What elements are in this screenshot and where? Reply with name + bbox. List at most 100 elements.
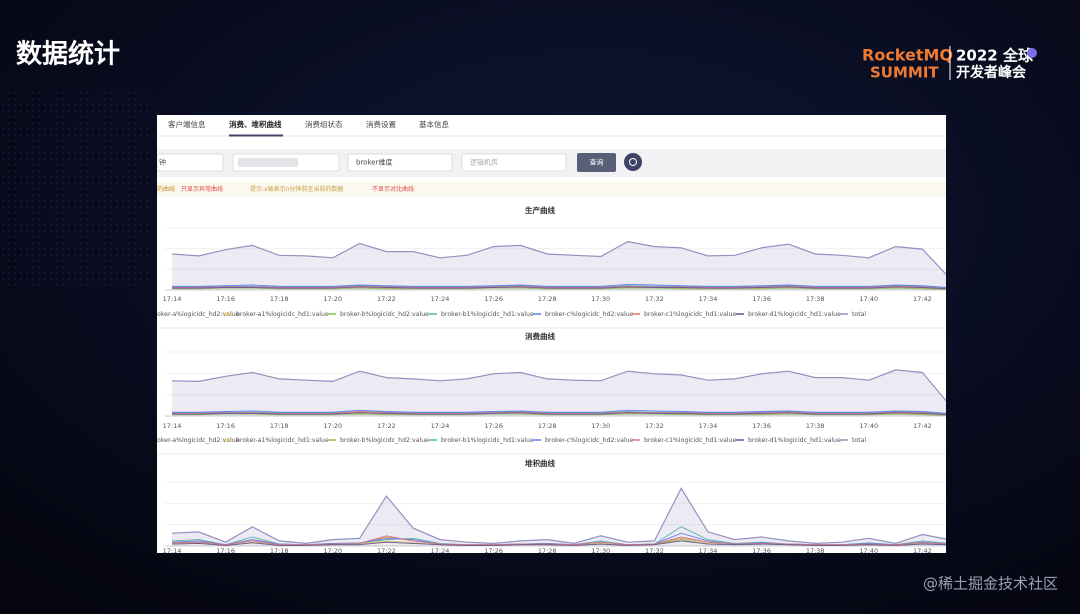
total-area bbox=[172, 488, 946, 546]
legend-label[interactable]: broker-d1%logicidc_hd1:value bbox=[748, 437, 841, 444]
x-tick-label: 17:36 bbox=[752, 295, 771, 303]
x-tick-label: 17:42 bbox=[913, 422, 932, 430]
x-tick-label: 17:32 bbox=[645, 295, 664, 303]
legend-label[interactable]: broker-b%logicidc_hd2:value bbox=[340, 437, 429, 444]
x-tick-label: 17:42 bbox=[913, 295, 932, 303]
x-tick-label: 17:16 bbox=[216, 547, 235, 555]
series-line bbox=[171, 535, 946, 546]
notice-text: 只显示异常曲线 bbox=[181, 185, 223, 193]
x-tick-label: 17:36 bbox=[752, 422, 771, 430]
x-tick-label: 17:18 bbox=[270, 547, 289, 555]
x-tick-label: 17:26 bbox=[484, 547, 503, 555]
logo-sub: 开发者峰会 bbox=[956, 64, 1027, 81]
query-button[interactable] bbox=[577, 153, 616, 172]
legend-label[interactable]: oker-a%logicidc_hd2:value bbox=[157, 437, 240, 444]
series-line bbox=[171, 240, 946, 276]
x-tick-label: 17:34 bbox=[699, 547, 718, 555]
x-tick-label: 17:22 bbox=[377, 295, 396, 303]
x-tick-label: 17:28 bbox=[538, 547, 557, 555]
series-line bbox=[172, 283, 946, 288]
x-tick-label: 17:30 bbox=[591, 422, 610, 430]
slide-title: 数据统计 bbox=[16, 39, 120, 70]
series-line bbox=[171, 540, 946, 546]
dot-pattern bbox=[0, 90, 150, 290]
chart-title: 堆积曲线 bbox=[525, 458, 555, 468]
refresh-button[interactable] bbox=[624, 153, 642, 171]
chart-title: 生产曲线 bbox=[525, 205, 555, 215]
legend-label[interactable]: broker-b1%logicidc_hd1:value bbox=[441, 311, 534, 318]
x-tick-label: 17:38 bbox=[806, 295, 825, 303]
room-select[interactable] bbox=[461, 153, 567, 172]
series-line bbox=[172, 412, 946, 415]
series-line bbox=[172, 287, 946, 290]
x-tick-label: 17:28 bbox=[538, 422, 557, 430]
legend-label[interactable]: broker-c1%logicidc_hd1:value bbox=[644, 437, 737, 444]
tab[interactable]: 客户端信息 bbox=[168, 119, 206, 129]
x-tick-label: 17:30 bbox=[591, 295, 610, 303]
legend-label[interactable]: broker-a1%logicidc_hd1:value bbox=[236, 311, 329, 318]
x-tick-label: 17:40 bbox=[859, 295, 878, 303]
x-tick-label: 17:34 bbox=[699, 295, 718, 303]
legend-label[interactable]: broker-b%logicidc_hd2:value bbox=[340, 311, 429, 318]
series-line bbox=[172, 286, 946, 290]
series-line bbox=[172, 409, 946, 414]
legend-label[interactable]: total bbox=[852, 437, 866, 444]
x-tick-label: 17:24 bbox=[431, 422, 450, 430]
x-tick-label: 17:32 bbox=[645, 547, 664, 555]
x-tick-label: 17:16 bbox=[216, 295, 235, 303]
x-tick-label: 17:20 bbox=[323, 422, 342, 430]
x-tick-label: 17:40 bbox=[859, 422, 878, 430]
x-tick-label: 17:14 bbox=[163, 295, 182, 303]
series-line bbox=[172, 285, 946, 290]
legend-label[interactable]: broker-c1%logicidc_hd1:value bbox=[644, 311, 737, 318]
dimension-select[interactable] bbox=[347, 153, 453, 172]
x-tick-label: 17:28 bbox=[538, 295, 557, 303]
notice-text: 的曲线 bbox=[157, 185, 175, 193]
legend-label[interactable]: broker-c%logicidc_hd2:value bbox=[545, 311, 634, 318]
x-tick-label: 17:18 bbox=[270, 295, 289, 303]
x-tick-label: 17:32 bbox=[645, 422, 664, 430]
series-line bbox=[171, 369, 946, 402]
legend-label[interactable]: total bbox=[852, 311, 866, 318]
x-tick-label: 17:36 bbox=[752, 547, 771, 555]
notice-text: 提示:x轴表示n分钟前至当前的数据 bbox=[250, 185, 343, 193]
x-tick-label: 17:40 bbox=[859, 547, 878, 555]
watermark: @稀土掘金技术社区 bbox=[923, 575, 1058, 593]
total-area bbox=[172, 369, 946, 416]
dimension-text: broker维度 bbox=[356, 158, 392, 167]
logo-planet bbox=[1027, 48, 1037, 58]
x-tick-label: 17:26 bbox=[484, 295, 503, 303]
x-tick-label: 17:24 bbox=[431, 295, 450, 303]
x-tick-label: 17:38 bbox=[806, 547, 825, 555]
x-tick-label: 17:20 bbox=[323, 547, 342, 555]
tab[interactable]: 消费、堆积曲线 bbox=[229, 119, 282, 129]
refresh-icon bbox=[629, 158, 637, 166]
series-line bbox=[172, 411, 946, 415]
legend-label[interactable]: broker-d1%logicidc_hd1:value bbox=[748, 311, 841, 318]
legend-label[interactable]: broker-b1%logicidc_hd1:value bbox=[441, 437, 534, 444]
series-line bbox=[172, 411, 946, 415]
query-text: 查询 bbox=[590, 158, 604, 167]
logo: RocketMQ SUMMIT 2022 全球 开发者峰会 bbox=[862, 46, 1037, 82]
room-text: 逻辑机房 bbox=[470, 158, 498, 167]
x-tick-label: 17:30 bbox=[591, 547, 610, 555]
legend-label[interactable]: oker-a%logicidc_hd2:value bbox=[157, 311, 240, 318]
x-tick-label: 17:22 bbox=[377, 422, 396, 430]
x-tick-label: 17:38 bbox=[806, 422, 825, 430]
total-area bbox=[172, 241, 946, 290]
x-tick-label: 17:22 bbox=[377, 547, 396, 555]
period-text: 钟 bbox=[159, 158, 166, 167]
x-tick-label: 17:18 bbox=[270, 422, 289, 430]
legend-label[interactable]: broker-a1%logicidc_hd1:value bbox=[236, 437, 329, 444]
tab[interactable]: 基本信息 bbox=[419, 119, 449, 129]
logo-event: SUMMIT bbox=[870, 64, 939, 82]
tab[interactable]: 消费组状态 bbox=[305, 119, 343, 129]
blurred-text bbox=[238, 158, 298, 167]
x-tick-label: 17:20 bbox=[323, 295, 342, 303]
x-tick-label: 17:24 bbox=[431, 547, 450, 555]
x-tick-label: 17:26 bbox=[484, 422, 503, 430]
tab[interactable]: 消费设置 bbox=[366, 119, 396, 129]
period-select[interactable] bbox=[157, 153, 224, 172]
legend-label[interactable]: broker-c%logicidc_hd2:value bbox=[545, 437, 634, 444]
